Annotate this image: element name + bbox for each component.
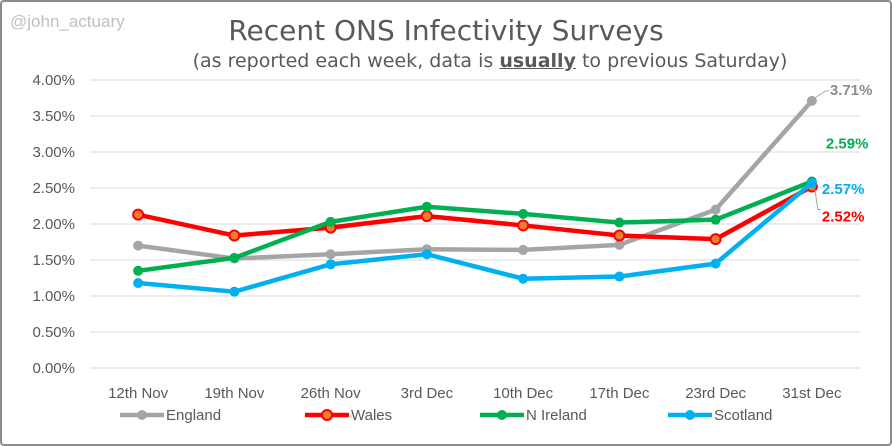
x-tick-label: 3rd Dec [401,385,454,402]
data-point-wales [613,229,626,242]
end-label-wales: 2.52% [822,209,865,226]
y-tick-label: 1.50% [32,252,75,269]
end-label-n-ireland: 2.59% [826,136,869,153]
series-line-wales [135,184,815,242]
data-point-n-ireland [614,217,625,228]
data-point-england [133,240,144,251]
end-label-scotland: 2.57% [822,181,865,198]
y-tick-label: 0.00% [32,360,75,377]
x-tick-label: 12th Nov [108,385,169,402]
data-point-scotland [229,286,240,297]
data-point-wales [420,210,433,223]
legend-label-england: England [166,407,221,424]
y-tick-label: 2.50% [32,180,75,197]
subtitle-pre: (as reported each week, data is [192,50,500,72]
series-line-n-ireland [135,179,815,274]
x-tick-label: 23rd Dec [685,385,746,402]
legend: England Wales N Ireland Scotland [120,407,772,424]
y-tick-label: 3.50% [32,108,75,125]
end-label-england: 3.71% [830,82,873,99]
y-tick-label: 0.50% [32,324,75,341]
x-tick-label: 31st Dec [782,385,842,402]
y-tick-label: 1.00% [32,288,75,305]
data-point-wales [709,233,722,246]
data-point-scotland [325,259,336,270]
data-point-england [614,239,625,250]
series-lines [132,95,818,297]
y-tick-label: 4.00% [32,72,75,89]
data-point-england [518,244,529,255]
chart-subtitle: (as reported each week, data is usually … [0,50,892,72]
x-tick-label: 19th Nov [204,385,265,402]
legend-label-n-ireland: N Ireland [526,407,587,424]
data-point-wales [517,219,530,232]
data-point-scotland [518,273,529,284]
end-labels: 3.71% 2.52% 2.59% 2.57% [814,82,873,226]
data-point-scotland [806,177,817,188]
series-line-scotland [135,180,815,294]
x-axis-ticks: 12th Nov 19th Nov 26th Nov 3rd Dec 10th Dec 1… [108,385,842,402]
x-tick-label: 26th Nov [301,385,362,402]
data-point-scotland [710,258,721,269]
legend-marker-wales [321,409,333,421]
y-axis-ticks: 0.00% 0.50% 1.00% 1.50% 2.00% 2.50% 3.00% 3.50%… [32,72,75,377]
data-point-england [710,204,721,215]
series-line-england [135,98,815,261]
legend-marker-n-ireland [497,410,507,420]
legend-label-wales: Wales [351,407,392,424]
subtitle-emphasis: usually [499,50,576,72]
gridlines [90,79,860,369]
data-point-n-ireland [325,216,336,227]
legend-marker-england [137,410,147,420]
x-tick-label: 10th Dec [493,385,554,402]
legend-label-scotland: Scotland [714,407,772,424]
legend-marker-scotland [685,410,695,420]
watermark: @john_actuary [10,12,125,31]
data-point-n-ireland [421,201,432,212]
data-point-england [325,249,336,260]
chart-title: Recent ONS Infectivity Surveys [228,14,664,47]
data-point-n-ireland [229,252,240,263]
data-point-n-ireland [710,214,721,225]
data-point-scotland [614,271,625,282]
y-tick-label: 2.00% [32,216,75,233]
data-point-scotland [421,249,432,260]
data-point-scotland [133,278,144,289]
leader-line-wales [814,189,821,211]
x-tick-label: 17th Dec [589,385,650,402]
data-point-n-ireland [518,208,529,219]
data-point-wales [132,208,145,221]
subtitle-post: to previous Saturday) [575,50,788,72]
data-point-n-ireland [133,265,144,276]
data-point-england [806,95,817,106]
data-point-wales [228,229,241,242]
y-tick-label: 3.00% [32,144,75,161]
leader-line-england [814,90,829,99]
